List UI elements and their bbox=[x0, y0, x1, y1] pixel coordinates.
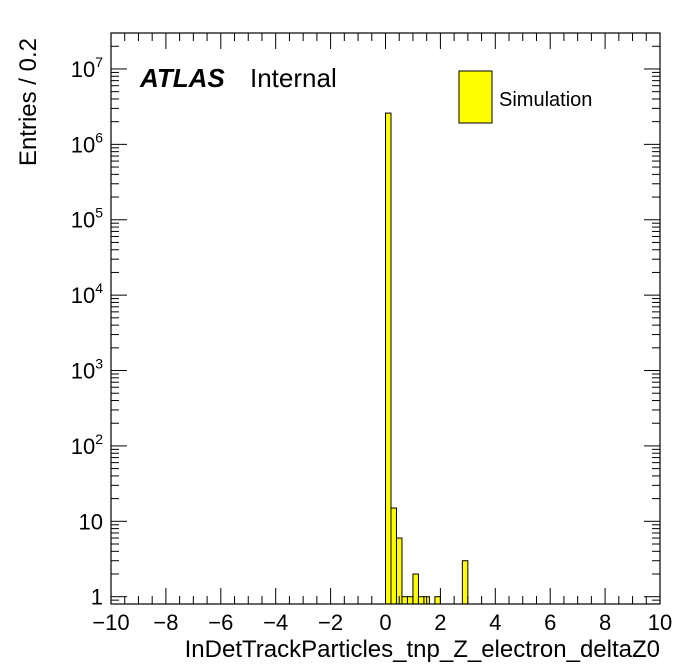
x-tick-label: 10 bbox=[648, 610, 672, 635]
x-axis-ticks bbox=[110, 33, 661, 604]
y-tick-label: 107 bbox=[71, 54, 103, 82]
atlas-label: ATLAS bbox=[139, 63, 225, 93]
y-tick-label: 103 bbox=[71, 356, 103, 384]
legend-label-simulation: Simulation bbox=[499, 89, 592, 111]
histogram-bar bbox=[461, 560, 469, 605]
histogram-bar bbox=[401, 596, 408, 605]
y-tick-label: 10 bbox=[79, 509, 103, 534]
y-tick-label: 102 bbox=[71, 431, 103, 459]
y-tick-label: 1 bbox=[91, 585, 103, 610]
x-tick-label: −6 bbox=[208, 610, 233, 635]
x-tick-label: −10 bbox=[92, 610, 129, 635]
x-tick-label: 8 bbox=[599, 610, 611, 635]
y-axis-title: Entries / 0.2 bbox=[15, 38, 42, 166]
histogram-bar bbox=[390, 507, 397, 605]
x-tick-label: −4 bbox=[263, 610, 288, 635]
histogram-bar bbox=[417, 596, 425, 605]
histogram-bar bbox=[406, 596, 414, 605]
legend: Simulation bbox=[458, 70, 592, 124]
histogram-bar bbox=[395, 537, 403, 605]
y-tick-label: 105 bbox=[71, 205, 103, 233]
x-tick-label: −8 bbox=[153, 610, 178, 635]
y-axis-ticks bbox=[111, 32, 660, 605]
histogram-bar bbox=[412, 573, 419, 605]
histogram-bars bbox=[385, 112, 469, 605]
y-tick-label: 106 bbox=[71, 129, 103, 157]
histogram-bar bbox=[434, 596, 441, 605]
x-tick-label: 0 bbox=[379, 610, 391, 635]
x-axis-title: InDetTrackParticles_tnp_Z_electron_delta… bbox=[185, 636, 660, 663]
histogram-bar bbox=[385, 112, 392, 605]
x-tick-label: 4 bbox=[489, 610, 501, 635]
y-tick-labels: 1 10 102 103 104 105 106 107 bbox=[71, 54, 103, 610]
x-tick-label: 6 bbox=[544, 610, 556, 635]
legend-swatch bbox=[458, 70, 493, 124]
status-label: Internal bbox=[250, 63, 337, 93]
x-tick-label: 2 bbox=[434, 610, 446, 635]
x-tick-label: −2 bbox=[318, 610, 343, 635]
y-tick-label: 104 bbox=[71, 280, 103, 308]
x-tick-labels: −10 −8 −6 −4 −2 0 2 4 6 8 10 bbox=[92, 610, 672, 635]
